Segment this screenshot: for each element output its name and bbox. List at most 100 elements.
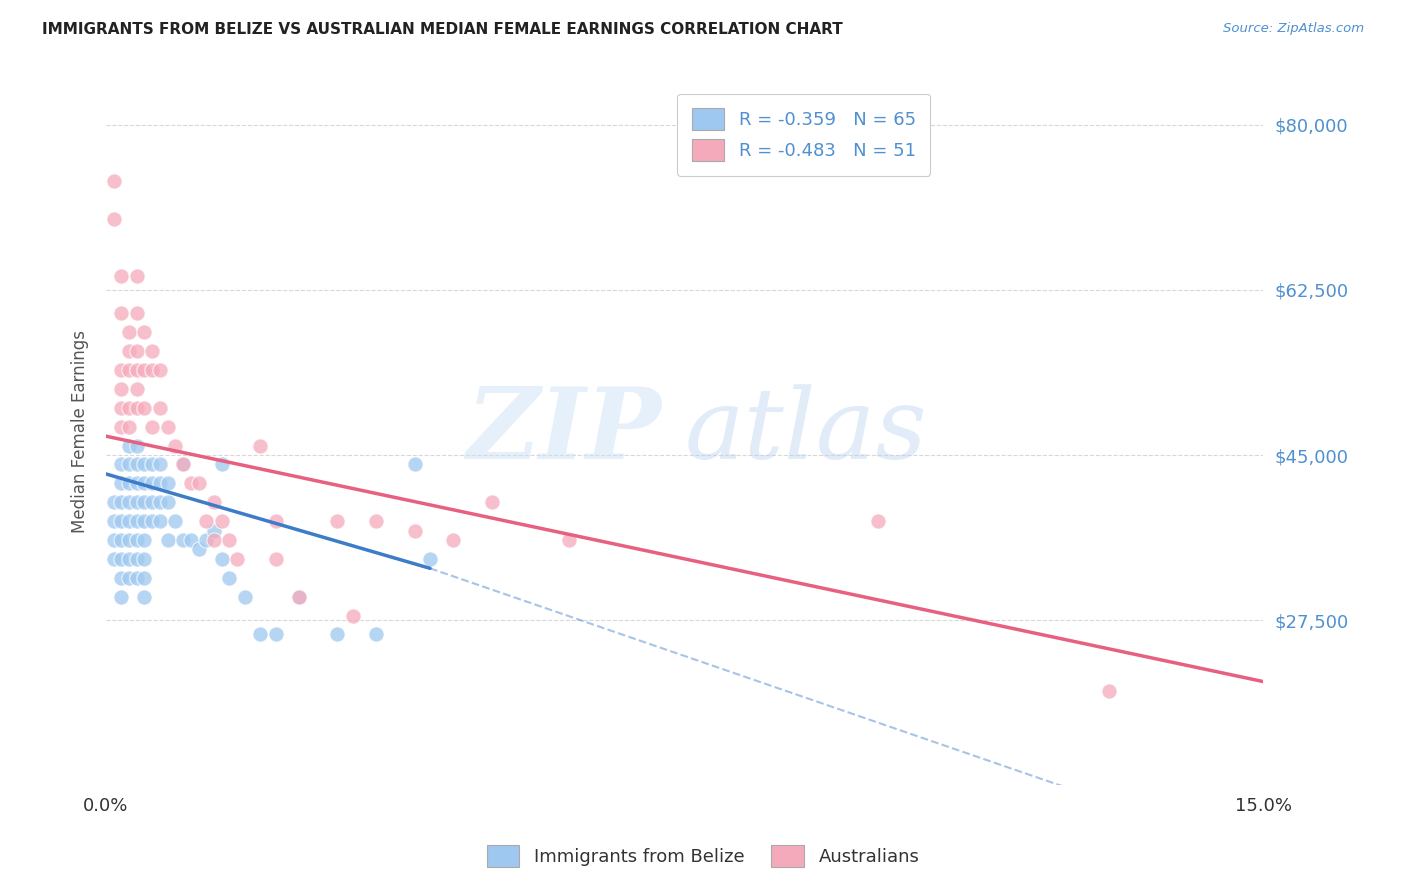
Point [180, 533, 202, 547]
Point [156, 476, 179, 491]
Text: Source: ZipAtlas.com: Source: ZipAtlas.com [1223, 22, 1364, 36]
Point [125, 344, 148, 359]
Y-axis label: Median Female Earnings: Median Female Earnings [72, 330, 89, 533]
Point [134, 514, 156, 528]
Point [149, 495, 172, 509]
Legend: R = -0.359   N = 65, R = -0.483   N = 51: R = -0.359 N = 65, R = -0.483 N = 51 [678, 94, 931, 176]
Point [125, 476, 148, 491]
Point [110, 419, 132, 434]
Point [141, 458, 163, 472]
Point [134, 363, 156, 377]
Point [288, 590, 311, 604]
Point [326, 514, 349, 528]
Point [180, 476, 202, 491]
Point [125, 363, 148, 377]
Point [125, 401, 148, 415]
Point [187, 476, 209, 491]
Point [125, 268, 148, 283]
Point [125, 439, 148, 453]
Point [110, 514, 132, 528]
Point [103, 552, 125, 566]
Point [134, 533, 156, 547]
Point [172, 458, 194, 472]
Point [118, 514, 141, 528]
Point [134, 401, 156, 415]
Point [110, 552, 132, 566]
Point [125, 571, 148, 585]
Point [218, 533, 240, 547]
Point [141, 344, 163, 359]
Point [249, 439, 271, 453]
Point [202, 533, 225, 547]
Point [110, 476, 132, 491]
Point [125, 514, 148, 528]
Point [110, 306, 132, 320]
Point [118, 495, 141, 509]
Point [110, 382, 132, 396]
Point [125, 552, 148, 566]
Point [110, 590, 132, 604]
Point [125, 306, 148, 320]
Point [211, 552, 233, 566]
Point [118, 439, 141, 453]
Point [125, 495, 148, 509]
Point [110, 363, 132, 377]
Point [364, 627, 387, 641]
Point [118, 552, 141, 566]
Point [149, 458, 172, 472]
Legend: Immigrants from Belize, Australians: Immigrants from Belize, Australians [479, 838, 927, 874]
Point [103, 514, 125, 528]
Point [404, 524, 426, 538]
Point [264, 627, 287, 641]
Point [134, 326, 156, 340]
Point [141, 363, 163, 377]
Point [364, 514, 387, 528]
Point [172, 458, 194, 472]
Point [118, 571, 141, 585]
Point [249, 627, 271, 641]
Point [404, 458, 426, 472]
Point [110, 268, 132, 283]
Point [195, 533, 218, 547]
Point [481, 495, 503, 509]
Point [264, 514, 287, 528]
Point [110, 401, 132, 415]
Point [103, 495, 125, 509]
Point [211, 514, 233, 528]
Point [118, 326, 141, 340]
Point [118, 344, 141, 359]
Point [156, 533, 179, 547]
Point [141, 514, 163, 528]
Point [187, 542, 209, 557]
Point [141, 419, 163, 434]
Point [866, 514, 889, 528]
Point [202, 524, 225, 538]
Point [118, 533, 141, 547]
Point [156, 419, 179, 434]
Point [202, 495, 225, 509]
Point [165, 514, 187, 528]
Point [118, 458, 141, 472]
Point [110, 495, 132, 509]
Point [110, 533, 132, 547]
Point [134, 458, 156, 472]
Point [134, 552, 156, 566]
Point [118, 419, 141, 434]
Point [125, 458, 148, 472]
Point [165, 439, 187, 453]
Point [211, 458, 233, 472]
Point [419, 552, 441, 566]
Point [218, 571, 240, 585]
Point [226, 552, 249, 566]
Point [134, 571, 156, 585]
Point [149, 514, 172, 528]
Point [110, 571, 132, 585]
Point [118, 363, 141, 377]
Point [342, 608, 364, 623]
Point [103, 212, 125, 227]
Point [134, 590, 156, 604]
Point [118, 401, 141, 415]
Point [558, 533, 581, 547]
Point [1098, 684, 1121, 698]
Point [103, 174, 125, 188]
